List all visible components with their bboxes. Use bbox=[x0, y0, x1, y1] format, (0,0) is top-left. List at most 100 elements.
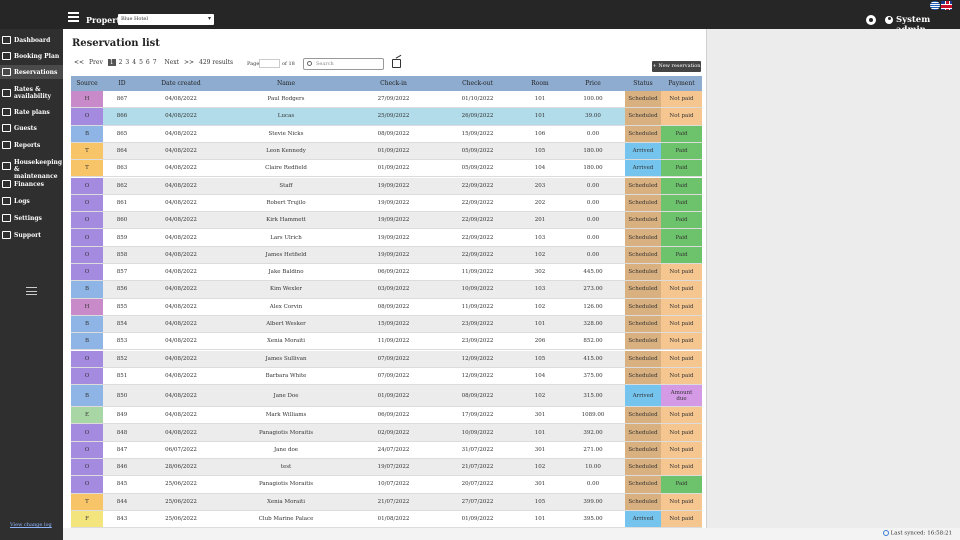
uk-flag-icon[interactable] bbox=[941, 1, 952, 10]
table-row[interactable]: B 850 04/08/2022 Jane Doe 01/09/2022 08/09/20… bbox=[71, 385, 702, 408]
sidebar-item-finances[interactable]: Finances bbox=[0, 177, 63, 191]
guest-name-cell: Claire Redfield bbox=[265, 165, 307, 172]
column-header-check-in[interactable]: Check-in bbox=[380, 80, 407, 87]
table-row[interactable]: O 852 04/08/2022 James Sullivan 07/09/2022 12… bbox=[71, 350, 702, 368]
room-cell: 105 bbox=[534, 498, 546, 505]
table-row[interactable]: T 864 04/08/2022 Leon Kennedy 01/09/2022 05/0… bbox=[71, 142, 702, 161]
prev-page-link[interactable]: Prev bbox=[88, 59, 103, 66]
sidebar-item-dashboard[interactable]: Dashboard bbox=[0, 33, 63, 47]
user-icon[interactable] bbox=[885, 16, 893, 24]
sidebar-item-logs[interactable]: Logs bbox=[0, 194, 63, 208]
page-link-4[interactable]: 4 bbox=[132, 59, 137, 66]
table-row[interactable]: O 858 04/08/2022 James Hetfield 19/09/2022 22… bbox=[71, 246, 702, 264]
date-created-cell: 04/08/2022 bbox=[165, 251, 197, 258]
sidebar-item-settings[interactable]: Settings bbox=[0, 211, 63, 225]
table-row[interactable]: O 866 04/08/2022 Lucas 25/09/2022 26/09/2022 1… bbox=[71, 108, 702, 126]
table-row[interactable]: T 863 04/08/2022 Claire Redfield 01/09/2022 0… bbox=[71, 160, 702, 178]
column-header-price[interactable]: Price bbox=[585, 80, 601, 87]
new-reservation-button[interactable]: + New reservation bbox=[652, 61, 701, 72]
table-row[interactable]: O 862 04/08/2022 Staff 19/09/2022 22/09/2022 2… bbox=[71, 177, 702, 195]
table-row[interactable]: B 856 04/08/2022 Kim Wexler 03/09/2022 10/09/… bbox=[71, 281, 702, 299]
room-cell: 105 bbox=[534, 355, 546, 362]
notifications-icon[interactable] bbox=[866, 15, 876, 25]
source-cell: B bbox=[71, 281, 103, 298]
id-cell: 862 bbox=[116, 182, 128, 189]
sidebar-item-rates-availability[interactable]: Rates & availability bbox=[0, 84, 63, 102]
collapse-sidebar-icon[interactable] bbox=[26, 287, 37, 298]
first-page-link[interactable]: << bbox=[74, 59, 85, 66]
sidebar-item-rate-plans[interactable]: Rate plans bbox=[0, 105, 63, 119]
status-badge: Scheduled bbox=[625, 476, 661, 493]
check-in-cell: 01/09/2022 bbox=[377, 165, 410, 172]
sidebar-item-housekeeping-maintenance[interactable]: Housekeeping & maintenance bbox=[0, 157, 63, 180]
sync-text: Last synced: 16:58:21 bbox=[890, 530, 952, 537]
table-row[interactable]: B 853 04/08/2022 Xenia Moraiti 11/09/2022 23/… bbox=[71, 333, 702, 351]
page-link-7[interactable]: 7 bbox=[152, 59, 157, 66]
status-badge: Scheduled bbox=[625, 264, 661, 281]
guest-name-cell: Xenia Moraiti bbox=[266, 338, 306, 345]
page-link-6[interactable]: 6 bbox=[145, 59, 150, 66]
table-row[interactable]: O 860 04/08/2022 Kirk Hammett 19/09/2022 22/0… bbox=[71, 212, 702, 230]
date-created-cell: 04/08/2022 bbox=[165, 355, 197, 362]
table-row[interactable]: O 859 04/08/2022 Lars Ulrich 19/09/2022 22/09… bbox=[71, 229, 702, 247]
menu-icon[interactable] bbox=[68, 12, 79, 24]
date-created-cell: 04/08/2022 bbox=[165, 269, 197, 276]
language-switcher[interactable] bbox=[930, 1, 952, 10]
property-select[interactable]: Blue Hotel ▾ bbox=[118, 14, 214, 25]
table-row[interactable]: F 843 25/06/2022 Club Marine Palace 01/08/20… bbox=[71, 510, 702, 529]
sidebar-item-booking-plan[interactable]: Booking Plan bbox=[0, 49, 63, 63]
sidebar-item-guests[interactable]: Guests bbox=[0, 121, 63, 135]
column-header-source[interactable]: Source bbox=[76, 80, 98, 87]
next-page-link[interactable]: Next bbox=[164, 59, 180, 66]
table-row[interactable]: B 854 04/08/2022 Albert Wesker 15/09/2022 23/… bbox=[71, 315, 702, 334]
export-icon[interactable] bbox=[392, 59, 401, 68]
column-header-name[interactable]: Name bbox=[276, 80, 296, 87]
table-row[interactable]: O 851 04/08/2022 Barbara White 07/09/2022 12/… bbox=[71, 367, 702, 386]
column-header-room[interactable]: Room bbox=[531, 80, 549, 87]
column-header-id[interactable]: ID bbox=[118, 80, 126, 87]
sidebar-item-support[interactable]: Support bbox=[0, 228, 63, 242]
search-input[interactable]: Search bbox=[303, 58, 384, 70]
page-link-3[interactable]: 3 bbox=[125, 59, 130, 66]
table-row[interactable]: B 865 04/08/2022 Stevie Nicks 08/09/2022 15/0… bbox=[71, 125, 702, 143]
check-in-cell: 24/07/2022 bbox=[377, 446, 410, 453]
source-cell: B bbox=[71, 125, 103, 142]
column-header-check-out[interactable]: Check-out bbox=[462, 80, 493, 87]
page-input[interactable] bbox=[259, 59, 280, 68]
table-row[interactable]: H 867 04/08/2022 Paul Rodgers 27/09/2022 01/1… bbox=[71, 91, 702, 109]
table-row[interactable]: H 855 04/08/2022 Alex Corvin 08/09/2022 11/09… bbox=[71, 298, 702, 316]
greek-flag-icon[interactable] bbox=[930, 1, 940, 10]
last-page-link[interactable]: >> bbox=[184, 59, 195, 66]
reservations-icon bbox=[2, 68, 11, 76]
date-created-cell: 04/08/2022 bbox=[165, 234, 197, 241]
column-header-date-created[interactable]: Date created bbox=[161, 80, 201, 87]
table-row[interactable]: O 861 04/08/2022 Robert Trujilo 19/09/2022 22… bbox=[71, 194, 702, 213]
guest-name-cell: James Hetfield bbox=[265, 251, 307, 258]
check-out-cell: 26/09/2022 bbox=[461, 113, 494, 120]
table-row[interactable]: O 845 25/06/2022 Panagiotis Moraitis 10/07/2… bbox=[71, 476, 702, 494]
column-header-payment[interactable]: Payment bbox=[668, 80, 695, 87]
table-row[interactable]: O 848 04/08/2022 Panagiotis Moraitis 02/09/2… bbox=[71, 424, 702, 442]
price-cell: 39.00 bbox=[585, 113, 601, 120]
source-cell: O bbox=[71, 441, 103, 458]
table-row[interactable]: O 846 28/06/2022 test 19/07/2022 21/07/2022 10… bbox=[71, 459, 702, 477]
sidebar-item-reports[interactable]: Reports bbox=[0, 138, 63, 152]
check-in-cell: 01/09/2022 bbox=[377, 392, 410, 399]
finances-icon bbox=[2, 180, 11, 188]
payment-badge: Not paid bbox=[661, 459, 702, 476]
price-cell: 1089.00 bbox=[581, 412, 605, 419]
page-link-1[interactable]: 1 bbox=[107, 59, 116, 66]
status-badge: Scheduled bbox=[625, 407, 661, 424]
table-row[interactable]: O 857 04/08/2022 Jake Baldino 06/09/2022 11/0… bbox=[71, 264, 702, 282]
payment-badge: Not paid bbox=[661, 424, 702, 441]
page-link-2[interactable]: 2 bbox=[118, 59, 123, 66]
change-log-link[interactable]: View change log bbox=[10, 522, 52, 528]
table-row[interactable]: T 844 25/06/2022 Xenia Moraiti 21/07/2022 27/… bbox=[71, 493, 702, 511]
page-link-5[interactable]: 5 bbox=[139, 59, 143, 66]
payment-badge: Paid bbox=[661, 229, 702, 246]
sidebar-item-reservations[interactable]: Reservations bbox=[0, 65, 63, 79]
table-row[interactable]: E 849 04/08/2022 Mark Williams 06/09/2022 17/… bbox=[71, 407, 702, 425]
id-cell: 852 bbox=[116, 355, 128, 362]
column-header-status[interactable]: Status bbox=[633, 80, 653, 87]
table-row[interactable]: O 847 06/07/2022 Jane doe 24/07/2022 31/07/20… bbox=[71, 441, 702, 459]
